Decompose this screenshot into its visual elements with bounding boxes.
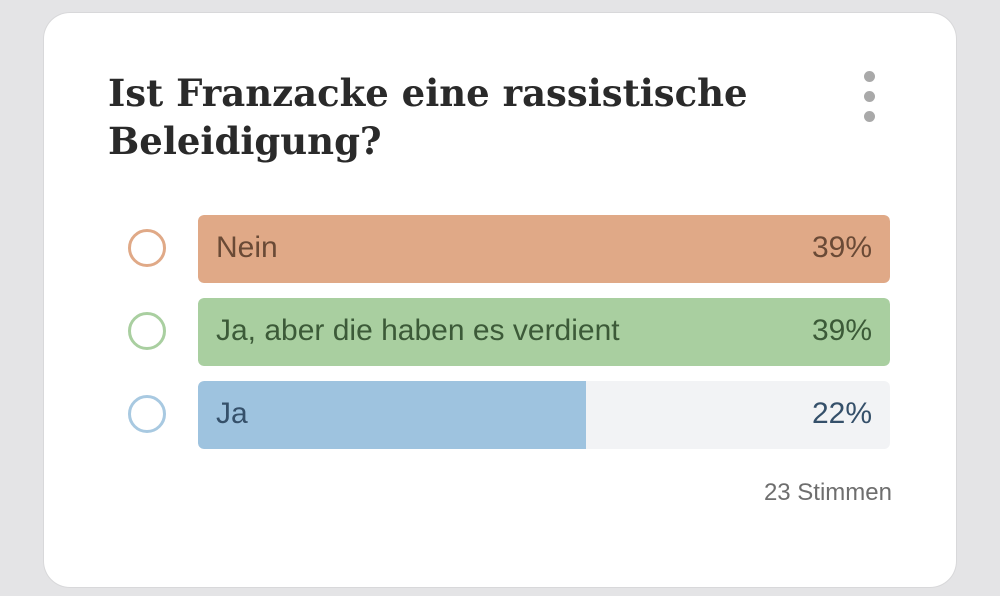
radio-button[interactable] xyxy=(128,395,166,433)
option-percent: 39% xyxy=(811,231,872,264)
result-bar: Nein 39% xyxy=(198,215,890,283)
more-vertical-icon xyxy=(864,71,875,82)
radio-button[interactable] xyxy=(128,229,166,267)
result-bar-fill xyxy=(198,298,890,366)
poll-option-ja-aber[interactable]: Ja, aber die haben es verdient 39% xyxy=(128,298,892,368)
option-label: Ja, aber die haben es verdient xyxy=(216,314,620,347)
poll-question: Ist Franzacke eine rassistische Beleidig… xyxy=(108,71,748,163)
radio-button[interactable] xyxy=(128,312,166,350)
poll-card: Ist Franzacke eine rassistische Beleidig… xyxy=(44,13,956,587)
more-vertical-icon-dot xyxy=(864,91,875,102)
poll-option-ja[interactable]: Ja 22% xyxy=(128,381,892,451)
option-percent: 22% xyxy=(811,397,872,430)
option-label: Nein xyxy=(216,231,278,264)
option-label: Ja xyxy=(216,397,248,430)
result-bar-fill xyxy=(198,381,586,449)
more-options-button[interactable] xyxy=(856,71,886,125)
result-bar: Ja 22% xyxy=(198,381,890,449)
option-percent: 39% xyxy=(811,314,872,347)
poll-option-nein[interactable]: Nein 39% xyxy=(128,215,892,285)
vote-count: 23 Stimmen xyxy=(763,479,892,506)
more-vertical-icon-dot xyxy=(864,111,875,122)
result-bar: Ja, aber die haben es verdient 39% xyxy=(198,298,890,366)
result-bar-fill xyxy=(198,215,890,283)
